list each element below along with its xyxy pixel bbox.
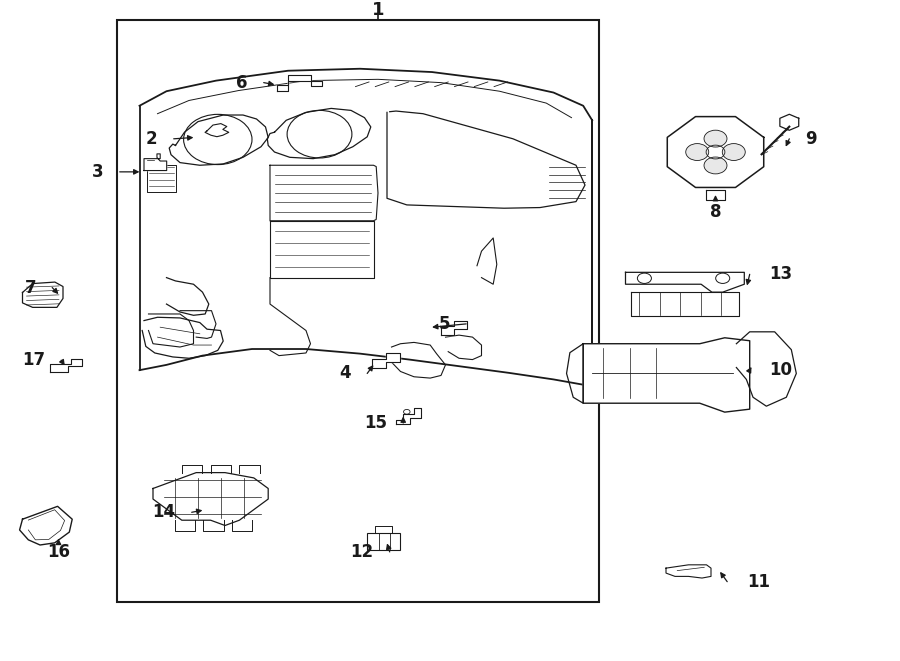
- Polygon shape: [22, 282, 63, 307]
- Polygon shape: [441, 321, 467, 335]
- Polygon shape: [736, 332, 796, 406]
- Polygon shape: [372, 354, 400, 368]
- Text: 14: 14: [152, 503, 176, 522]
- Circle shape: [686, 143, 708, 161]
- Polygon shape: [277, 75, 322, 91]
- Text: 16: 16: [47, 543, 70, 561]
- Text: 17: 17: [22, 351, 45, 369]
- Polygon shape: [205, 124, 229, 137]
- Text: 6: 6: [236, 73, 248, 92]
- Text: 11: 11: [747, 572, 770, 591]
- Text: 13: 13: [770, 265, 793, 284]
- Text: 8: 8: [710, 202, 721, 221]
- Circle shape: [723, 143, 745, 161]
- Polygon shape: [666, 564, 711, 578]
- Polygon shape: [50, 359, 82, 372]
- Bar: [367, 533, 400, 550]
- Text: 10: 10: [770, 361, 793, 379]
- Polygon shape: [153, 473, 268, 525]
- Text: 9: 9: [806, 130, 817, 148]
- Polygon shape: [667, 116, 764, 188]
- Circle shape: [704, 130, 727, 147]
- Text: 15: 15: [364, 414, 387, 432]
- Text: 1: 1: [372, 1, 384, 19]
- Polygon shape: [626, 272, 744, 292]
- Polygon shape: [583, 338, 750, 412]
- Bar: [117, 20, 598, 602]
- Text: 12: 12: [350, 543, 374, 561]
- Polygon shape: [144, 154, 166, 171]
- Circle shape: [704, 157, 727, 174]
- Text: 4: 4: [339, 364, 351, 383]
- Polygon shape: [780, 114, 798, 130]
- Text: 5: 5: [438, 315, 450, 333]
- Polygon shape: [396, 408, 421, 424]
- Text: 7: 7: [24, 278, 36, 297]
- Polygon shape: [20, 506, 72, 545]
- Text: 2: 2: [146, 130, 158, 148]
- Text: 3: 3: [92, 163, 104, 181]
